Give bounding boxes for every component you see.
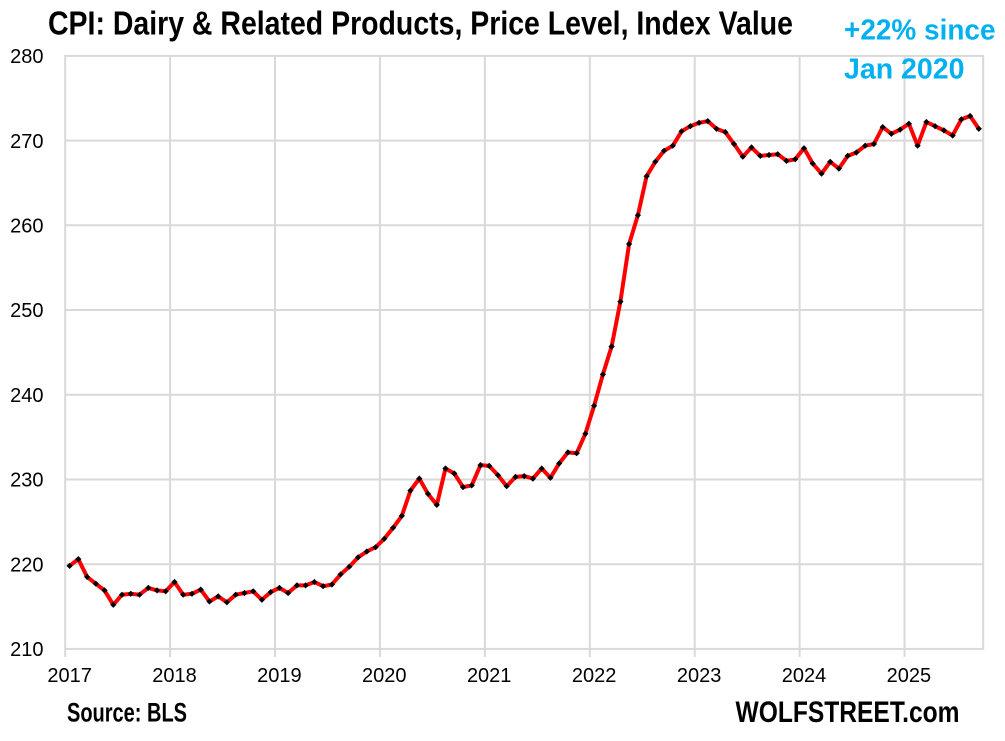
svg-text:2019: 2019 [257,665,302,687]
svg-text:230: 230 [10,470,43,492]
svg-text:2025: 2025 [887,665,932,687]
svg-text:210: 210 [10,639,43,661]
svg-text:2020: 2020 [362,665,407,687]
svg-text:+22% since: +22% since [844,15,996,47]
svg-text:2021: 2021 [467,665,512,687]
svg-text:2024: 2024 [782,665,827,687]
svg-text:CPI: Dairy & Related Products,: CPI: Dairy & Related Products, Price Lev… [48,5,793,42]
svg-text:Source: BLS: Source: BLS [67,698,187,728]
svg-text:WOLFSTREET.com: WOLFSTREET.com [736,696,960,729]
svg-text:2023: 2023 [677,665,722,687]
svg-text:220: 220 [10,554,43,576]
svg-text:Jan 2020: Jan 2020 [844,54,965,86]
svg-text:260: 260 [10,216,43,238]
svg-text:2017: 2017 [47,665,92,687]
svg-text:280: 280 [10,46,43,68]
svg-text:2018: 2018 [152,665,197,687]
svg-text:250: 250 [10,300,43,322]
svg-text:270: 270 [10,131,43,153]
svg-text:2022: 2022 [572,665,617,687]
svg-text:240: 240 [10,385,43,407]
